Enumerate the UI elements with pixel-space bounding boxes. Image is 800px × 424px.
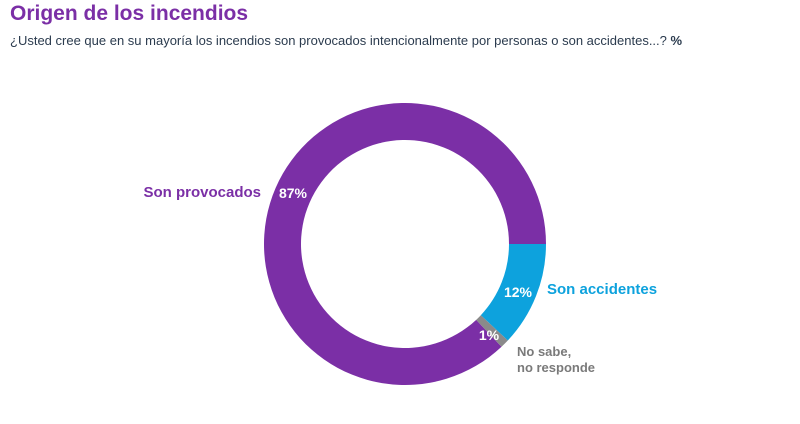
category-label-no-sabe-line: No sabe, — [517, 344, 571, 359]
chart-title: Origen de los incendios — [10, 2, 249, 25]
slice-son-provocados — [263, 102, 546, 385]
slice-no-sabe — [476, 315, 508, 347]
category-label-son-provocados: Son provocados — [143, 184, 261, 201]
value-label-son-provocados: 87% — [279, 185, 308, 201]
slices-group — [263, 102, 546, 385]
unit-label: % — [670, 33, 683, 48]
question-text: ¿Usted cree que en su mayoría los incend… — [10, 33, 667, 48]
value-label-son-accidentes: 12% — [504, 284, 533, 300]
chart-subtitle: ¿Usted cree que en su mayoría los incend… — [10, 33, 682, 48]
labels-group: 87% 12% 1% Son provocados Son accidentes No s… — [143, 184, 657, 375]
category-label-son-accidentes: Son accidentes — [547, 281, 657, 298]
category-label-no-sabe: No sabe, no responde — [517, 344, 595, 375]
slice-son-accidentes — [480, 244, 546, 341]
value-label-no-sabe: 1% — [479, 327, 500, 343]
category-label-no-sabe-line: no responde — [517, 360, 595, 375]
